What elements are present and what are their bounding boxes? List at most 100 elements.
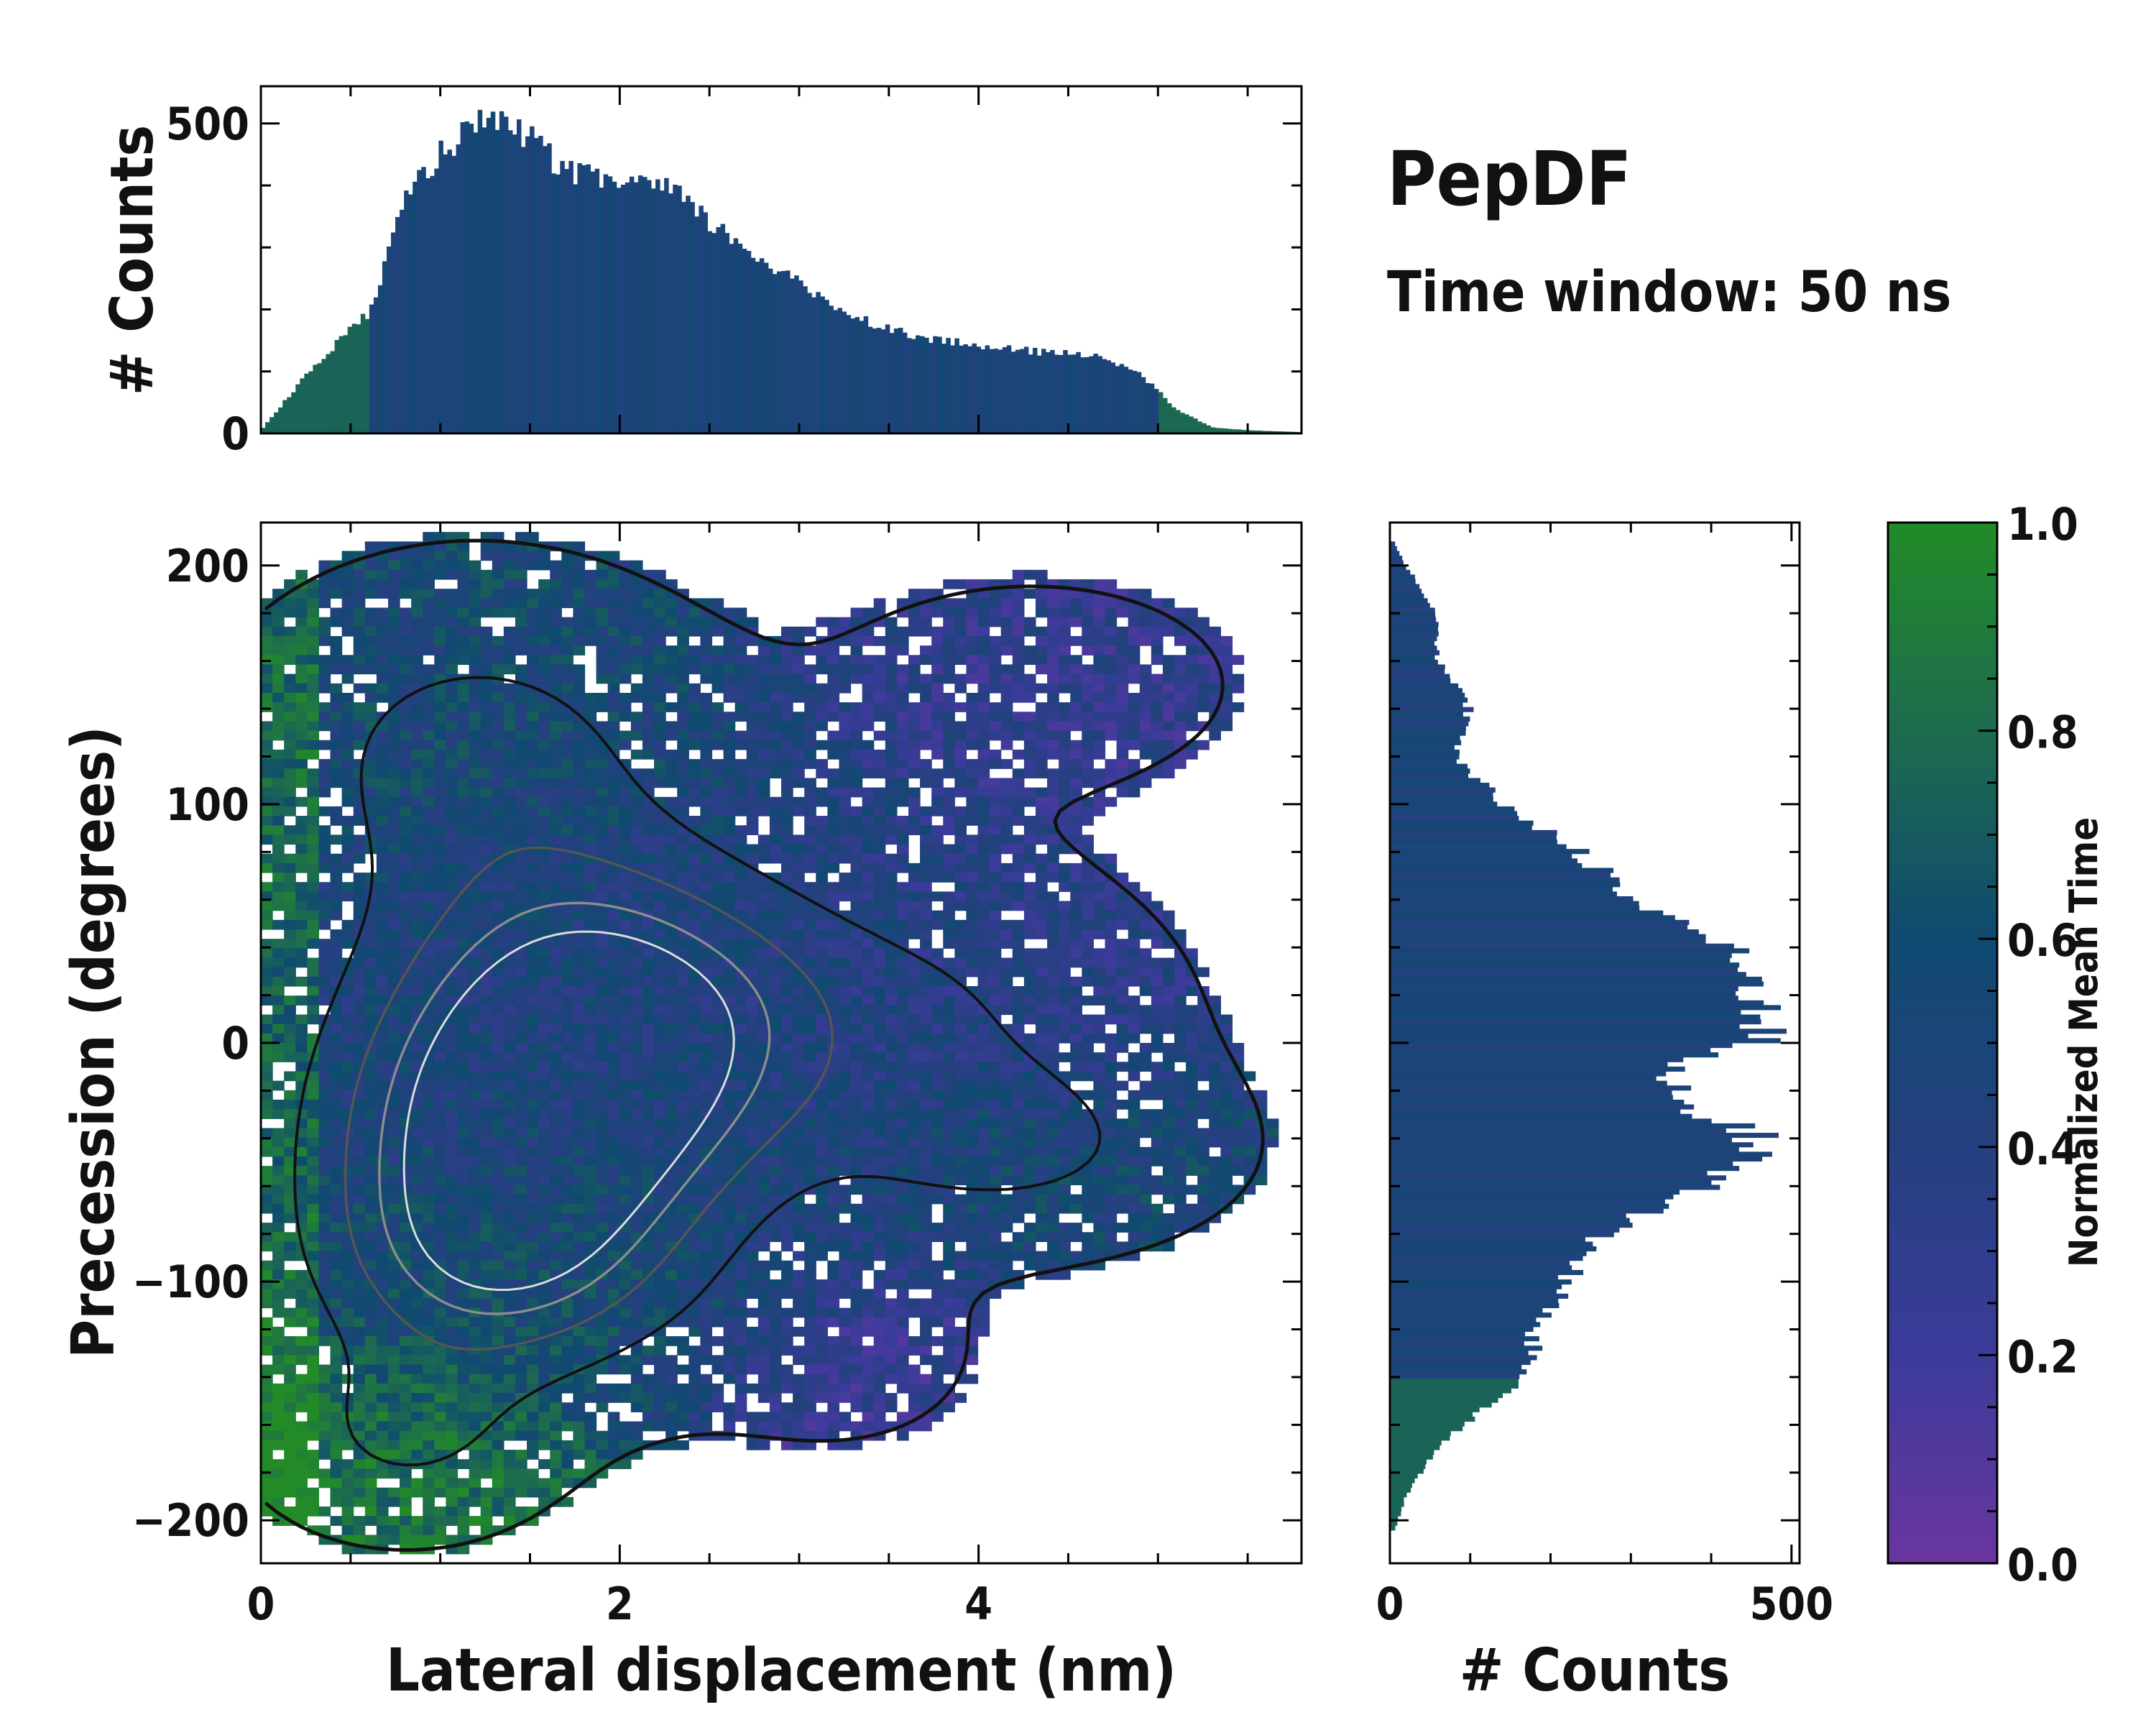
heatmap-cell — [839, 844, 852, 855]
heatmap-cell — [480, 692, 493, 703]
heatmap-cell — [307, 645, 320, 656]
heatmap-cell — [734, 712, 747, 722]
heatmap-cell — [711, 939, 724, 949]
heatmap-cell — [353, 778, 366, 788]
heatmap-cell — [538, 862, 550, 873]
heatmap-cell — [757, 844, 770, 855]
heatmap-cell — [596, 939, 609, 949]
heatmap-cell — [954, 957, 967, 968]
heatmap-cell — [1105, 891, 1118, 902]
heatmap-cell — [503, 1080, 516, 1091]
heatmap-cell — [1209, 721, 1221, 732]
heatmap-cell — [677, 995, 689, 1006]
heatmap-cell — [723, 655, 736, 666]
heatmap-cell — [607, 796, 620, 807]
heatmap-cell — [330, 882, 343, 892]
top-histogram-bar — [287, 397, 292, 433]
heatmap-cell — [1209, 1080, 1221, 1091]
top-histogram-bar — [270, 417, 275, 433]
heatmap-cell — [469, 598, 482, 609]
heatmap-cell — [920, 768, 932, 779]
heatmap-cell — [318, 825, 331, 835]
heatmap-cell — [1162, 1005, 1175, 1016]
heatmap-cell — [1162, 1052, 1175, 1062]
heatmap-cell — [480, 834, 493, 845]
heatmap-cell — [839, 1024, 852, 1034]
heatmap-cell — [330, 1043, 343, 1053]
heatmap-cell — [341, 844, 354, 855]
heatmap-cell — [804, 834, 816, 845]
heatmap-cell — [630, 749, 643, 760]
heatmap-cell — [1023, 1071, 1036, 1082]
heatmap-cell — [607, 778, 620, 788]
heatmap-cell — [711, 683, 724, 694]
heatmap-cell — [538, 579, 550, 589]
heatmap-cell — [619, 986, 632, 996]
heatmap-cell — [1023, 683, 1036, 694]
heatmap-cell — [411, 806, 423, 816]
heatmap-cell — [353, 853, 366, 864]
heatmap-cell — [492, 910, 505, 921]
heatmap-cell — [896, 1071, 909, 1082]
heatmap-cell — [607, 1033, 620, 1044]
heatmap-cell — [827, 1071, 840, 1082]
heatmap-cell — [1000, 759, 1013, 769]
heatmap-cell — [492, 976, 505, 987]
heatmap-cell — [885, 635, 898, 646]
heatmap-cell — [769, 1090, 782, 1100]
heatmap-cell — [446, 787, 459, 798]
heatmap-cell — [284, 873, 296, 883]
heatmap-cell — [307, 967, 320, 978]
heatmap-cell — [630, 873, 643, 883]
heatmap-cell — [550, 1090, 562, 1100]
heatmap-cell — [261, 683, 273, 694]
heatmap-cell — [527, 635, 539, 646]
heatmap-cell — [793, 796, 805, 807]
heatmap-cell — [1082, 702, 1094, 712]
heatmap-cell — [839, 957, 852, 968]
heatmap-cell — [954, 683, 967, 694]
heatmap-cell — [446, 1109, 459, 1119]
heatmap-cell — [1116, 967, 1129, 978]
heatmap-cell — [665, 1146, 678, 1157]
heatmap-cell — [480, 910, 493, 921]
heatmap-cell — [446, 778, 459, 788]
heatmap-cell — [1197, 1014, 1210, 1025]
heatmap-cell — [1197, 683, 1210, 694]
heatmap-cell — [341, 1052, 354, 1062]
heatmap-cell — [1070, 1052, 1082, 1062]
heatmap-cell — [527, 749, 539, 760]
heatmap-cell — [769, 1080, 782, 1091]
heatmap-cell — [734, 1071, 747, 1082]
heatmap-cell — [561, 1005, 573, 1016]
heatmap-cell — [1035, 598, 1048, 609]
heatmap-cell — [1232, 1090, 1245, 1100]
heatmap-cell — [1105, 759, 1118, 769]
heatmap-cell — [1186, 749, 1198, 760]
heatmap-cell — [434, 1071, 447, 1082]
heatmap-cell — [1082, 1024, 1094, 1034]
heatmap-cell — [423, 967, 435, 978]
heatmap-cell — [469, 702, 482, 712]
heatmap-cell — [1186, 673, 1198, 684]
heatmap-cell — [307, 1109, 320, 1119]
heatmap-cell — [1000, 1005, 1013, 1016]
heatmap-cell — [1128, 910, 1141, 921]
heatmap-cell — [769, 749, 782, 760]
heatmap-cell — [734, 1062, 747, 1072]
heatmap-cell — [480, 995, 493, 1006]
heatmap-cell — [584, 778, 597, 788]
heatmap-cell — [584, 1005, 597, 1016]
heatmap-cell — [757, 1099, 770, 1110]
heatmap-cell — [665, 655, 678, 666]
heatmap-cell — [400, 882, 412, 892]
heatmap-cell — [931, 919, 944, 930]
heatmap-cell — [989, 891, 1002, 902]
heatmap-cell — [943, 645, 955, 656]
heatmap-cell — [1151, 967, 1164, 978]
heatmap-cell — [457, 749, 470, 760]
heatmap-cell — [1151, 1071, 1164, 1082]
heatmap-cell — [1070, 579, 1082, 589]
heatmap-cell — [341, 995, 354, 1006]
heatmap-cell — [734, 1137, 747, 1148]
